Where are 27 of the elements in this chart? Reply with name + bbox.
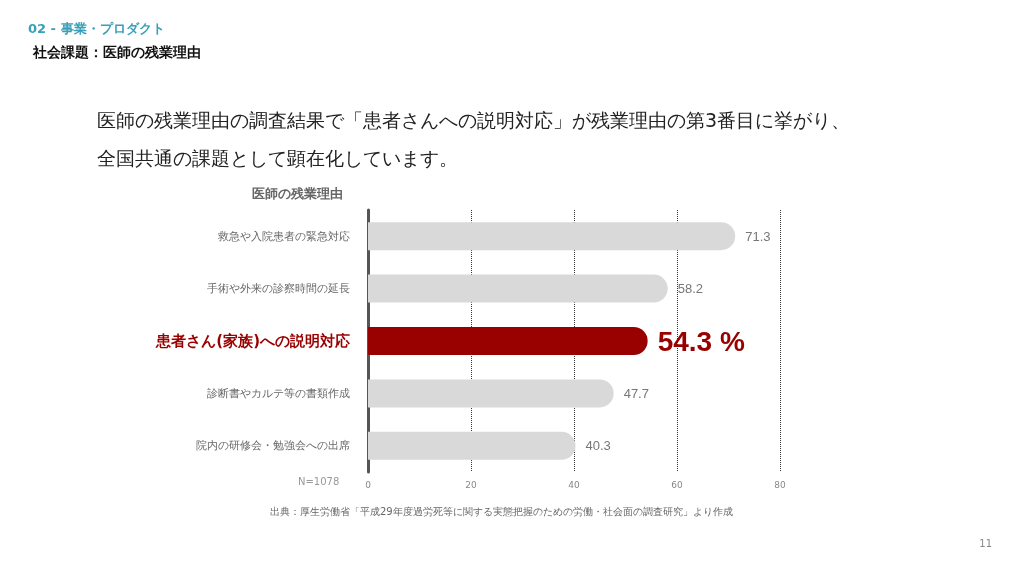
data-label: 71.3: [745, 228, 771, 244]
chart-subtitle: 医師の残業理由の調査結果で「患者さんへの説明対応」が残業理由の第3番目に挙がり、全国共通の課題として顕在化しています。: [97, 109, 851, 169]
bar: [368, 274, 668, 303]
y-tick-label: 診断書やカルテ等の書類作成: [207, 386, 350, 400]
x-tick-label: 40: [568, 479, 580, 490]
bar: [368, 379, 614, 408]
source-note: 出典：厚生労働省「平成29年度過労死等に関する実態把握のための労働・社会面の調査研究」より作成: [270, 505, 733, 517]
text: 社会課題：医師の残業理由: [32, 44, 201, 60]
data-label: 54.3 %: [657, 325, 745, 357]
bar: [368, 431, 576, 460]
text: 11: [979, 537, 993, 549]
x-tick-label: 20: [465, 479, 477, 490]
data-label: 58.2: [677, 281, 704, 297]
x-tick-label: 60: [671, 479, 683, 490]
bar: [368, 327, 648, 355]
y-axis-title: 医師の残業理由: [252, 186, 343, 201]
data-label: 40.3: [585, 438, 611, 454]
y-tick-label: 患者さん(家族)への説明対応: [155, 332, 350, 350]
data-label: 47.7: [623, 385, 649, 401]
y-tick-label: 救急や入院患者の緊急対応: [217, 229, 350, 243]
text: 02 - 事業・プロダクト: [28, 21, 165, 36]
bar: [368, 222, 736, 251]
text: N=1078: [298, 475, 340, 487]
x-tick-label: 0: [365, 479, 372, 490]
y-tick-label: 院内の研修会・勉強会への出席: [196, 439, 350, 453]
x-tick-label: 80: [774, 479, 786, 490]
y-tick-label: 手術や外来の診察時間の延長: [207, 282, 350, 296]
